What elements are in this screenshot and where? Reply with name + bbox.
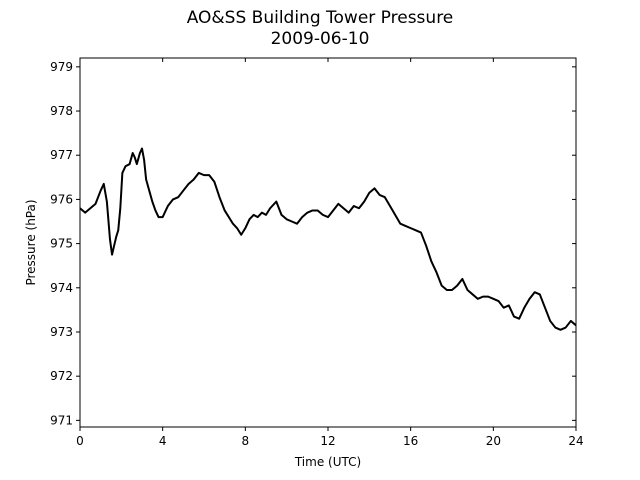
y-axis: 971 972 973 974 975 976 977 978 979: [50, 60, 576, 427]
x-tick-label: 4: [159, 434, 167, 448]
y-tick-label: 974: [50, 281, 73, 295]
x-tick-label: 20: [486, 434, 501, 448]
y-tick-label: 978: [50, 104, 73, 118]
y-tick-label: 977: [50, 148, 73, 162]
chart-subtitle: 2009-06-10: [270, 29, 370, 49]
x-tick-label: 0: [76, 434, 84, 448]
plot-area: [79, 147, 577, 331]
x-axis: 0 4 8 12 16 20 24: [76, 58, 584, 448]
y-tick-label: 972: [50, 369, 73, 383]
chart-title: AO&SS Building Tower Pressure: [186, 8, 454, 28]
x-tick-label: 12: [320, 434, 335, 448]
y-tick-label: 971: [50, 413, 73, 427]
x-tick-label: 8: [242, 434, 250, 448]
y-tick-label: 979: [50, 60, 73, 74]
x-axis-label: Time (UTC): [294, 455, 361, 469]
y-tick-label: 975: [50, 237, 73, 251]
plot-frame: [79, 57, 577, 428]
y-tick-label: 976: [50, 192, 73, 206]
y-axis-label: Pressure (hPa): [24, 199, 38, 285]
x-tick-label: 24: [568, 434, 583, 448]
x-tick-label: 16: [403, 434, 418, 448]
pressure-series-line: [79, 147, 577, 331]
y-tick-label: 973: [50, 325, 73, 339]
